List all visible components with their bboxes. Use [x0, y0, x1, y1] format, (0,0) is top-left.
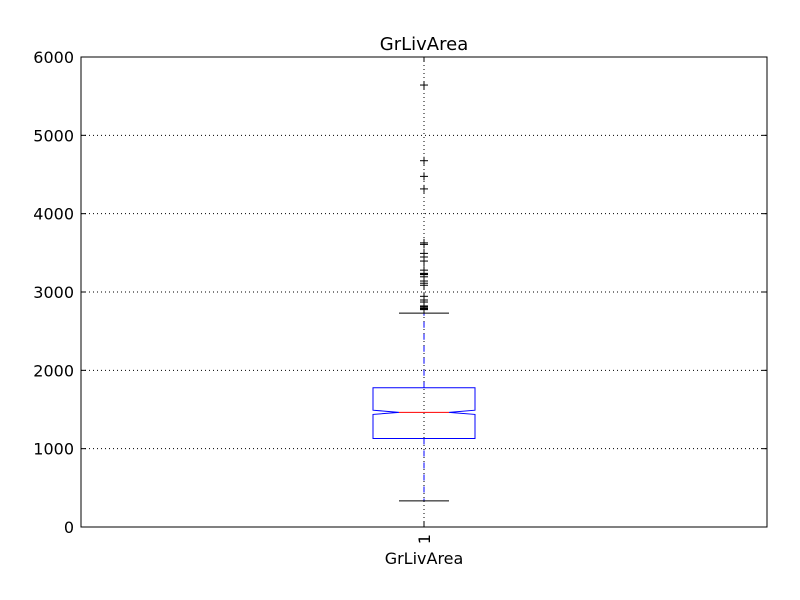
outlier-point: [420, 81, 428, 90]
y-tick-label: 0: [64, 518, 74, 537]
y-tick-label: 6000: [33, 48, 74, 67]
outlier-point: [420, 257, 428, 266]
y-tick-label: 1000: [33, 440, 74, 459]
outlier-point: [420, 156, 428, 165]
notched-box: [372, 387, 476, 439]
y-tick-label: 3000: [33, 283, 74, 302]
outlier-point: [420, 172, 428, 181]
outlier-point: [420, 281, 428, 290]
outlier-point: [420, 305, 428, 314]
y-tick-label: 5000: [33, 126, 74, 145]
chart-title: GrLivArea: [380, 34, 468, 55]
y-tick-label: 4000: [33, 205, 74, 224]
outlier-point: [420, 184, 428, 193]
y-tick-label: 2000: [33, 361, 74, 380]
x-axis-label: GrLivArea: [385, 549, 464, 568]
plot-frame: [80, 56, 768, 528]
outlier-point: [420, 240, 428, 249]
x-tick-label: 1: [415, 534, 434, 544]
